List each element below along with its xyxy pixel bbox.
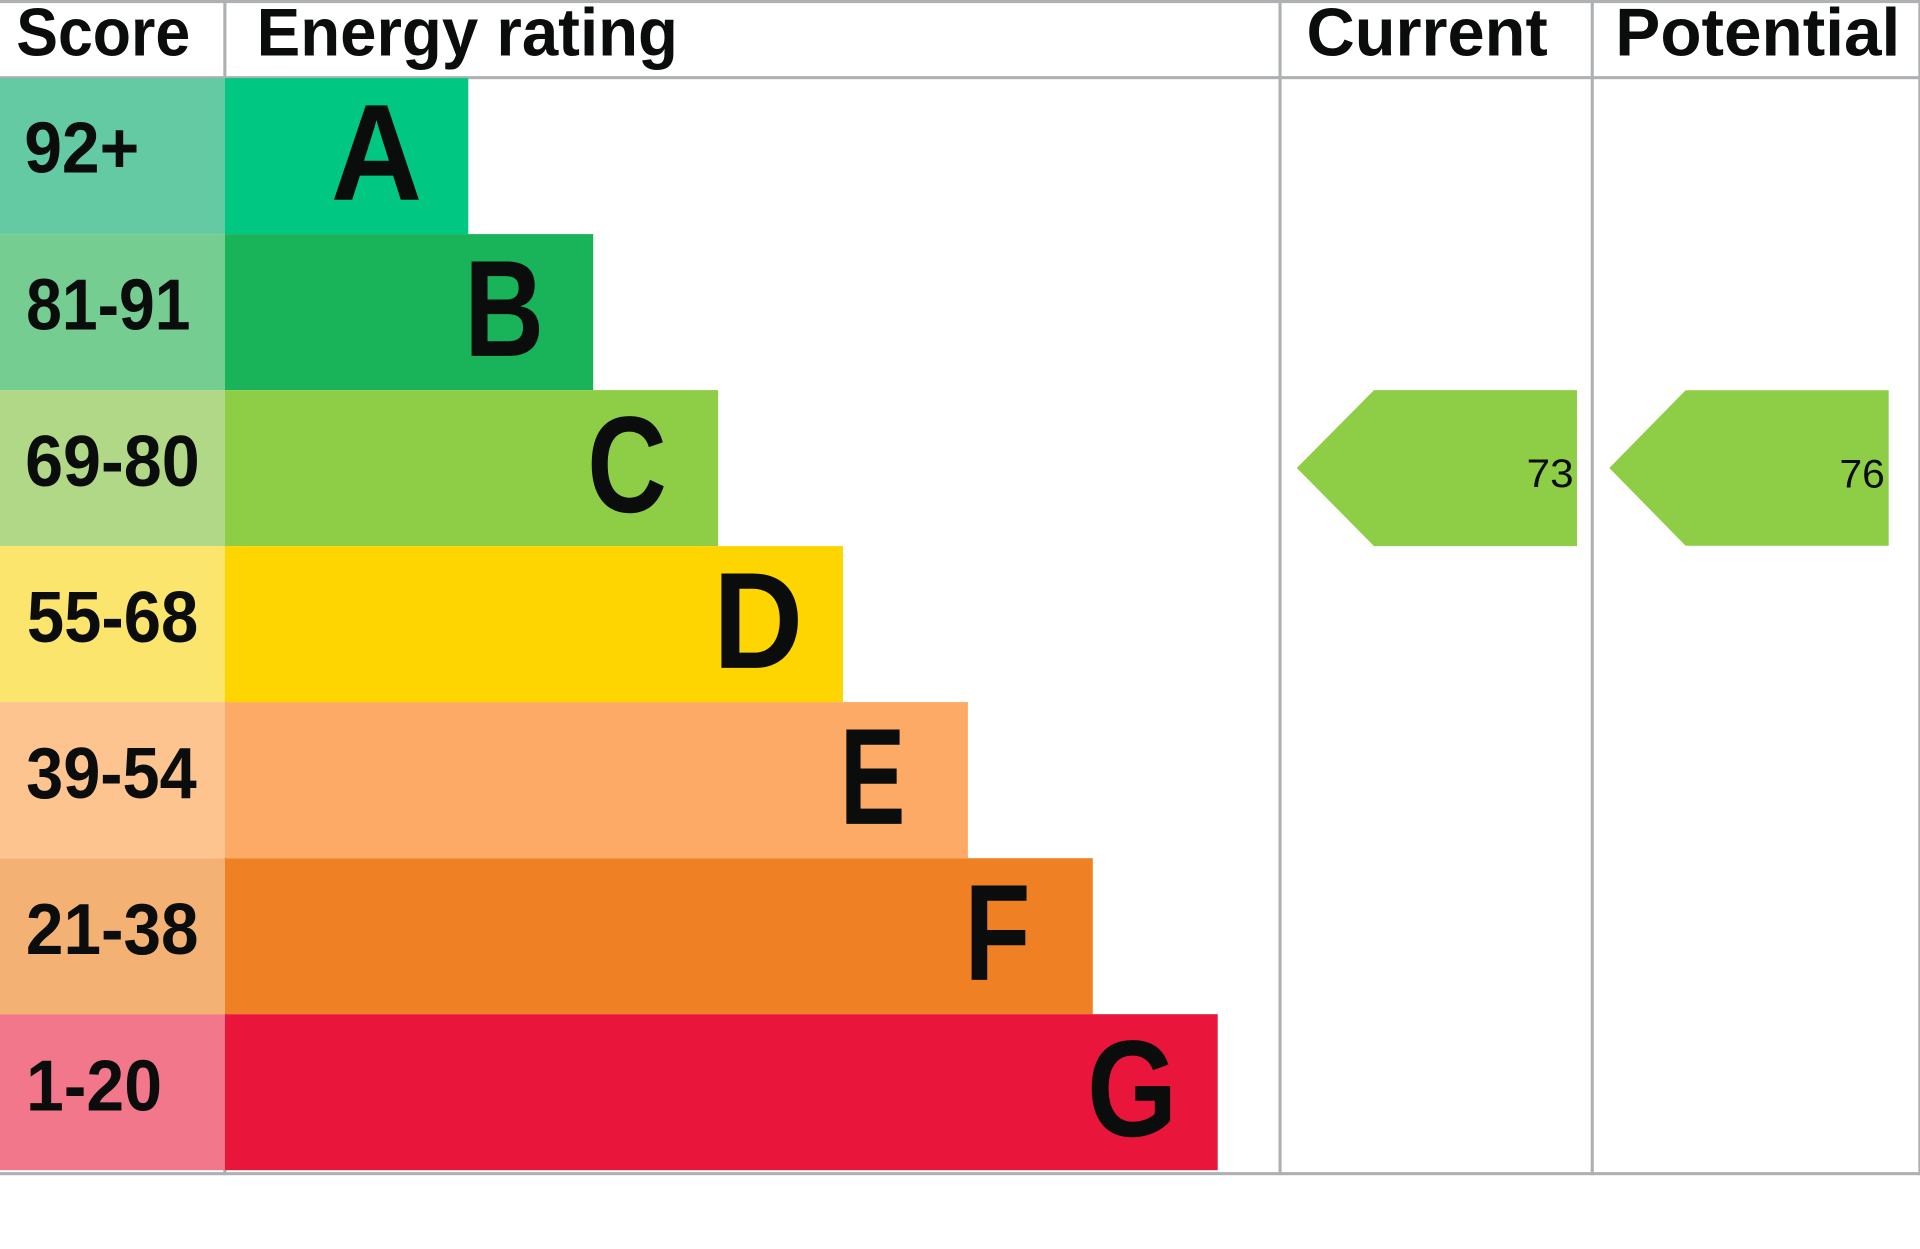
svg-text:81-91: 81-91 <box>26 265 190 346</box>
svg-text:92+: 92+ <box>24 108 139 189</box>
svg-text:55-68: 55-68 <box>27 577 198 658</box>
svg-text:21-38: 21-38 <box>26 889 199 970</box>
svg-text:C: C <box>587 389 667 542</box>
svg-text:B: B <box>464 233 544 386</box>
svg-text:69-80: 69-80 <box>25 421 200 502</box>
svg-text:D: D <box>713 545 803 698</box>
svg-text:A: A <box>331 77 422 230</box>
svg-text:39-54: 39-54 <box>26 733 197 814</box>
svg-text:Energy rating: Energy rating <box>257 0 678 71</box>
svg-text:E: E <box>840 701 906 854</box>
svg-text:Score: Score <box>16 0 190 71</box>
svg-text:76: 76 <box>1840 453 1885 497</box>
svg-text:73: 73 <box>1527 452 1574 496</box>
svg-text:F: F <box>964 857 1030 1010</box>
svg-text:1-20: 1-20 <box>26 1046 162 1127</box>
svg-text:Current: Current <box>1307 0 1548 71</box>
svg-text:Potential: Potential <box>1615 0 1900 71</box>
svg-text:G: G <box>1087 1013 1177 1166</box>
